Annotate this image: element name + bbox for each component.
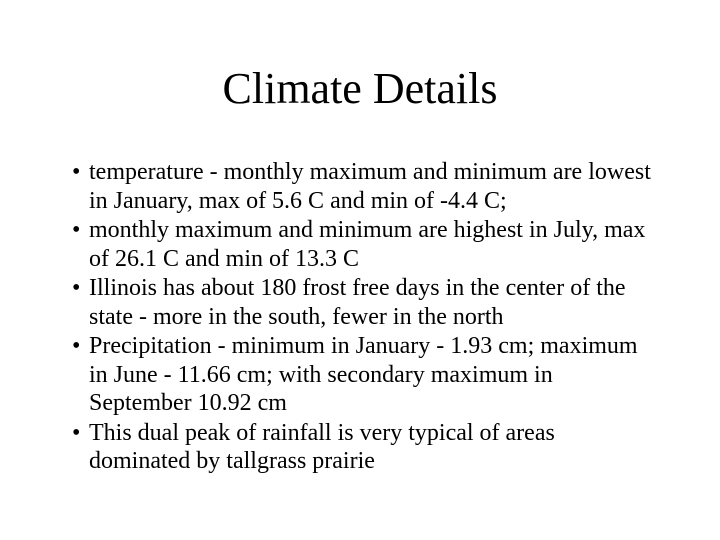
bullet-line: in January, max of 5.6 C and min of -4.4… bbox=[89, 187, 507, 214]
bullet-item: • monthly maximum and minimum are highes… bbox=[72, 216, 672, 273]
bullet-line: September 10.92 cm bbox=[89, 390, 287, 416]
bullet-icon: • bbox=[72, 159, 81, 185]
bullet-line: Illinois has about 180 frost free days i… bbox=[89, 275, 626, 301]
bullet-line: temperature - monthly maximum and minimu… bbox=[89, 159, 651, 185]
bullet-line: Precipitation - minimum in January - 1.9… bbox=[89, 333, 638, 359]
bullet-icon: • bbox=[72, 275, 81, 301]
bullet-line: This dual peak of rainfall is very typic… bbox=[89, 419, 555, 446]
bullet-list: • temperature - monthly maximum and mini… bbox=[72, 158, 672, 477]
bullet-line: dominated by tallgrass prairie bbox=[89, 448, 375, 474]
bullet-item: • This dual peak of rainfall is very typ… bbox=[72, 419, 672, 476]
slide-title: Climate Details bbox=[222, 64, 498, 113]
bullet-line: of 26.1 C and min of 13.3 C bbox=[89, 245, 359, 272]
bullet-line: state - more in the south, fewer in the … bbox=[89, 303, 504, 330]
bullet-item: • temperature - monthly maximum and mini… bbox=[72, 158, 672, 215]
bullet-icon: • bbox=[72, 333, 81, 359]
bullet-item: • Precipitation - minimum in January - 1… bbox=[72, 332, 672, 418]
bullet-item: • Illinois has about 180 frost free days… bbox=[72, 274, 672, 331]
bullet-icon: • bbox=[72, 217, 81, 243]
bullet-icon: • bbox=[72, 419, 81, 446]
bullet-line: monthly maximum and minimum are highest … bbox=[89, 217, 646, 243]
bullet-line: in June - 11.66 cm; with secondary maxim… bbox=[89, 361, 553, 388]
